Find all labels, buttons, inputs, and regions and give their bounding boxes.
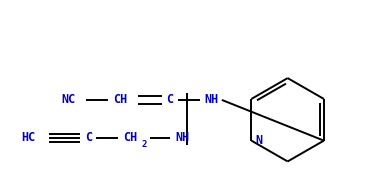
Text: HC: HC (21, 131, 36, 144)
Text: C: C (167, 94, 174, 107)
Text: NH: NH (205, 94, 219, 107)
Text: C: C (85, 131, 92, 144)
Text: NH: NH (175, 131, 189, 144)
Text: CH: CH (123, 131, 137, 144)
Text: N: N (256, 134, 263, 147)
Text: 2: 2 (141, 140, 147, 149)
Text: NC: NC (61, 94, 75, 107)
Text: CH: CH (113, 94, 127, 107)
